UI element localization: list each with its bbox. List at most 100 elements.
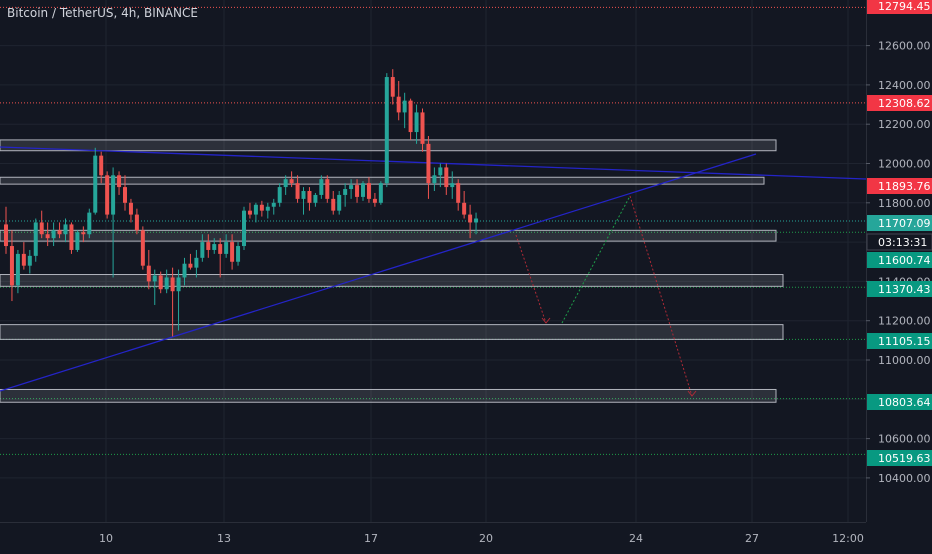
- candle-body: [372, 198, 377, 203]
- candle-body: [361, 183, 365, 197]
- candle-body: [158, 275, 163, 290]
- price-tick-label: 12200.00: [878, 118, 931, 131]
- zone-box: [0, 229, 777, 242]
- price-tag: [867, 95, 932, 111]
- price-tag-label: 11600.74: [878, 254, 931, 267]
- candle-body: [337, 194, 342, 211]
- candle-body: [414, 112, 419, 133]
- candle-body: [123, 187, 127, 203]
- time-tick-label: 13: [217, 532, 231, 545]
- candle-body: [265, 206, 270, 211]
- candle-body: [21, 253, 26, 266]
- candle-body: [206, 242, 211, 250]
- price-tag: [867, 178, 932, 194]
- price-tick-label: 11200.00: [878, 315, 931, 328]
- zone-box: [0, 388, 777, 403]
- candle-body: [242, 210, 246, 247]
- candle-body: [105, 175, 110, 215]
- price-tag-label: 11370.43: [878, 283, 931, 296]
- candle-body: [224, 242, 229, 254]
- candle-body: [426, 143, 431, 184]
- price-tag: [867, 281, 932, 297]
- candle-body: [325, 179, 330, 199]
- candle-body: [176, 277, 181, 292]
- projection-path: [561, 195, 631, 324]
- candle-body: [45, 234, 50, 239]
- candle-body: [69, 224, 74, 250]
- price-tag-label: 03:13:31: [878, 236, 927, 249]
- price-tag: [867, 450, 932, 466]
- candle-body: [75, 232, 80, 250]
- candle-body: [331, 198, 336, 211]
- candle-body: [247, 210, 252, 215]
- price-tick-label: 12600.00: [878, 40, 931, 53]
- candle-body: [259, 204, 264, 211]
- price-tag: [867, 252, 932, 268]
- candle-body: [307, 191, 312, 203]
- candle-body: [438, 167, 443, 176]
- projection-path: [515, 234, 547, 324]
- zone-box: [0, 324, 784, 340]
- candle-body: [283, 179, 288, 188]
- price-tick-label: 10600.00: [878, 433, 931, 446]
- candle-body: [170, 277, 175, 292]
- price-tag-label: 11707.09: [878, 217, 931, 230]
- grid: [0, 0, 866, 522]
- candle-body: [462, 202, 467, 215]
- candle-body: [289, 179, 294, 184]
- candle-body: [343, 189, 348, 195]
- projection-path: [629, 195, 693, 397]
- candle-body: [230, 242, 235, 262]
- candle-body: [182, 263, 187, 278]
- candle-body: [402, 100, 407, 113]
- candle-body: [295, 183, 300, 199]
- candles: [4, 69, 479, 337]
- candle-body: [9, 246, 14, 286]
- time-tick-label: 17: [364, 532, 378, 545]
- candle-body: [188, 263, 193, 268]
- countdown-tag: [866, 233, 932, 251]
- price-tag: [867, 394, 932, 410]
- candle-body: [253, 204, 258, 215]
- candle-body: [194, 257, 199, 268]
- candle-body: [27, 255, 32, 266]
- candle-body: [200, 242, 205, 258]
- candle-body: [236, 246, 241, 262]
- price-tick-label: 11800.00: [878, 197, 931, 210]
- projection-arrowhead: [541, 317, 551, 324]
- candle-body: [349, 185, 354, 190]
- candle-body: [134, 214, 139, 231]
- candle-body: [81, 232, 86, 235]
- candle-body: [313, 194, 318, 203]
- price-tag-label: 12308.62: [878, 97, 931, 110]
- candle-body: [474, 218, 479, 223]
- candle-body: [319, 179, 324, 195]
- price-tick-label: 10400.00: [878, 472, 931, 485]
- price-tags: 12794.45 12308.62 11893.76 11707.09 03:13:31…: [866, 0, 932, 466]
- price-tick-label: 11000.00: [878, 354, 931, 367]
- chart-title: Bitcoin / TetherUS, 4h, BINANCE: [7, 6, 198, 20]
- candle-body: [218, 244, 223, 254]
- candle-body: [355, 185, 360, 197]
- time-tick-label: 10: [99, 532, 113, 545]
- candle-body: [271, 202, 276, 207]
- candle-body: [39, 222, 44, 235]
- projection-arrows: [515, 195, 697, 397]
- time-tick-label: 24: [629, 532, 643, 545]
- time-tick-label: 27: [745, 532, 759, 545]
- projection-arrowhead: [687, 390, 697, 397]
- candle-body: [87, 212, 92, 235]
- candle-body: [301, 191, 306, 199]
- candle-body: [450, 183, 455, 188]
- time-tick-label: 20: [479, 532, 493, 545]
- candle-body: [140, 230, 145, 266]
- zone-box: [0, 274, 784, 287]
- candle-body: [4, 224, 8, 247]
- candle-body: [378, 183, 383, 203]
- candle-body: [390, 77, 395, 97]
- candle-body: [33, 222, 38, 256]
- price-tag-label: 12794.45: [878, 0, 931, 13]
